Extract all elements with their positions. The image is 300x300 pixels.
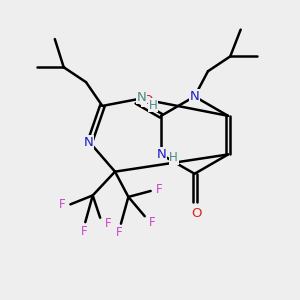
Text: H: H [149, 99, 158, 112]
Text: F: F [149, 216, 155, 229]
Text: N: N [190, 90, 200, 103]
Text: N: N [157, 148, 166, 161]
Text: F: F [116, 226, 123, 239]
Text: F: F [59, 198, 65, 211]
Text: O: O [142, 94, 152, 107]
Text: F: F [156, 183, 163, 196]
Text: N: N [83, 136, 93, 149]
Text: O: O [191, 207, 201, 220]
Text: F: F [80, 225, 87, 238]
Text: F: F [105, 217, 112, 230]
Text: H: H [169, 151, 178, 164]
Text: N: N [137, 91, 147, 103]
